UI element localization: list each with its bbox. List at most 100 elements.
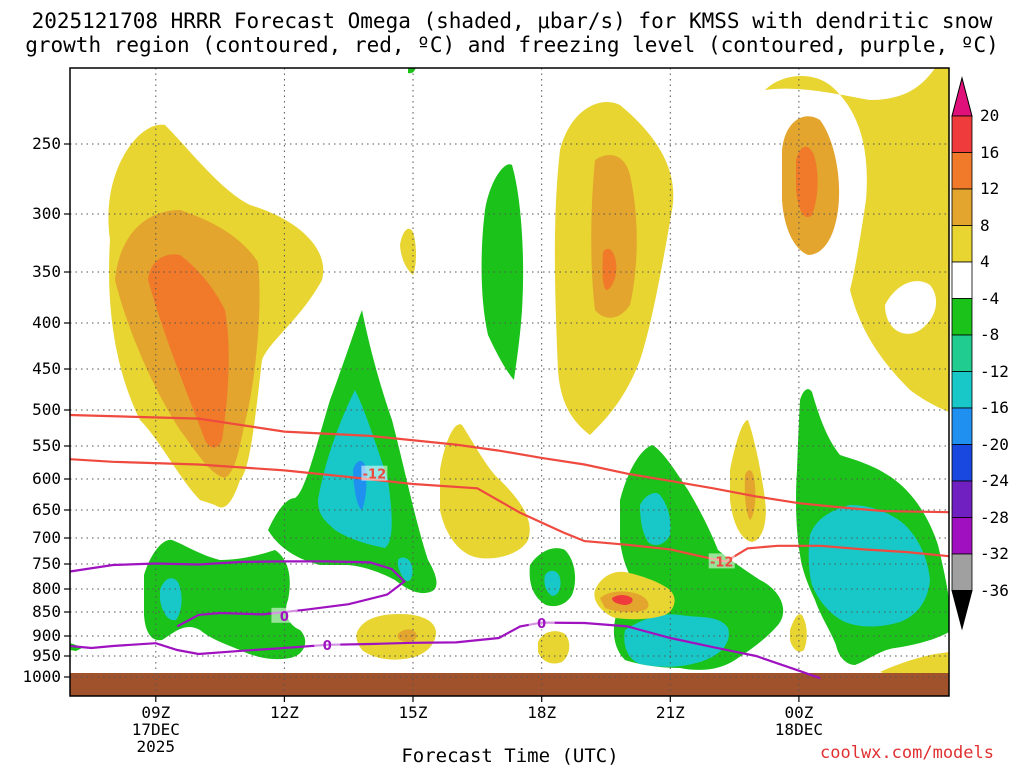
colorbar-swatch-12 [951,517,973,555]
freezing-label-3: 0 [537,617,546,632]
omega-region-3 [148,254,229,448]
colorbar-swatch-5 [951,261,973,299]
omega-region-15 [481,164,524,380]
y-tick-label-800: 800 [32,579,61,598]
colorbar [951,76,973,631]
omega-region-16 [408,68,416,74]
y-tick-label-350: 350 [32,262,61,281]
y-tick-label-650: 650 [32,500,61,519]
colorbar-swatch-3 [951,188,973,226]
freezing-label-3-bg [528,615,555,630]
colorbar-label--16: -16 [980,398,1009,417]
y-tick-label-700: 700 [32,528,61,547]
omega-region-11 [400,228,416,275]
x-tick-label-09Z: 09Z 17DEC 2025 [116,704,196,755]
colorbar-label-20: 20 [980,106,1000,125]
y-tick-label-500: 500 [32,400,61,419]
colorbar-bottom-triangle [951,590,973,631]
grid-lines [70,68,949,696]
x-tick-label-00Z: 00Z 18DEC [759,704,839,738]
x-tick-label-line: 00Z [784,703,814,722]
freezing-label-2: 0 [323,639,332,654]
x-tick-label-line: 15Z [398,703,428,722]
omega-region-5 [591,155,637,318]
colorbar-label-16: 16 [980,142,1000,162]
dgz-contour-lower [69,458,950,563]
x-tick-label-line: 2025 [136,737,176,756]
colorbar-label-4: 4 [980,252,990,271]
x-tick-label-line: 12Z [269,703,299,722]
axis-ticks [64,143,800,702]
colorbar-swatch-7 [951,334,973,372]
dgz-label-2-bg [708,553,735,569]
colorbar-swatch-6 [951,298,973,336]
omega-region-10 [796,146,818,218]
y-tick-label-550: 550 [32,436,61,455]
x-tick-label-line: 18Z [527,703,557,722]
omega-region-32 [612,595,633,605]
freezing-label-2-bg [314,636,341,652]
colorbar-label--24: -24 [980,471,1009,490]
colorbar-label--4: -4 [980,288,1000,308]
omega-region-35 [538,631,570,664]
colorbar-swatch-10 [951,444,973,482]
contours: -12 -12 0 0 0 [69,413,950,680]
freezing-contour-lower [69,621,821,680]
omega-region-29 [808,505,930,627]
y-tick-label-850: 850 [32,602,61,621]
colorbar-label--32: -32 [980,544,1009,563]
y-tick-label-750: 750 [32,554,61,573]
omega-region-8 [885,281,937,334]
omega-region-22 [160,578,182,621]
y-tick-label-400: 400 [32,313,61,332]
colorbar-swatch-9 [951,407,973,445]
x-tick-label-12Z: 12Z [244,704,324,721]
chart-title-line-2: growth region (contoured, red, ºC) and f… [25,33,999,57]
omega-region-6 [602,248,617,290]
source-credit: coolwx.com/models [820,743,994,763]
x-tick-label-15Z: 15Z [373,704,453,721]
y-tick-label-450: 450 [32,359,61,378]
colorbar-label--36: -36 [980,580,1009,600]
x-tick-label-21Z: 21Z [630,704,710,721]
x-tick-label-line: 21Z [655,703,685,722]
colorbar-swatch-2 [951,152,973,190]
y-tick-label-900: 900 [32,626,61,645]
colorbar-swatch-8 [951,371,973,409]
omega-region-33 [356,614,436,660]
colorbar-label--12: -12 [980,361,1009,381]
omega-region-37 [880,652,949,678]
omega-region-27 [624,614,729,667]
omega-region-24 [544,570,561,596]
omega-shading [70,68,949,696]
dgz-label-1-bg [361,465,388,481]
y-tick-label-600: 600 [32,469,61,488]
x-tick-label-line: 17DEC [131,720,180,739]
colorbar-label-12: 12 [980,179,1000,198]
dgz-contour-upper [69,413,950,514]
colorbar-label-8: 8 [980,215,990,235]
y-tick-label-1000: 1000 [22,667,61,686]
x-tick-label-line: 18DEC [774,720,823,739]
omega-region-36 [790,614,807,652]
omega-region-21 [144,539,306,660]
colorbar-swatch-4 [951,225,973,263]
dgz-label-1: -12 [363,468,387,483]
x-tick-label-line: 09Z [141,703,171,722]
freezing-contour-upper [69,560,407,628]
colorbar-swatch-13 [951,553,973,591]
y-tick-label-250: 250 [32,134,61,153]
omega-region-26 [640,493,671,546]
omega-region-12 [440,424,530,559]
dgz-label-2: -12 [710,555,734,570]
omega-region-20 [397,557,413,582]
freezing-label-1: 0 [280,610,289,625]
x-tick-label-18Z: 18Z [502,704,582,721]
y-tick-label-300: 300 [32,204,61,223]
freezing-label-1-bg [271,607,298,623]
terrain-ground [70,673,949,696]
colorbar-top-triangle [951,76,973,117]
x-axis-title: Forecast Time (UTC) [401,745,619,767]
chart-title-line-1: 2025121708 HRRR Forecast Omega (shaded, … [31,9,993,33]
